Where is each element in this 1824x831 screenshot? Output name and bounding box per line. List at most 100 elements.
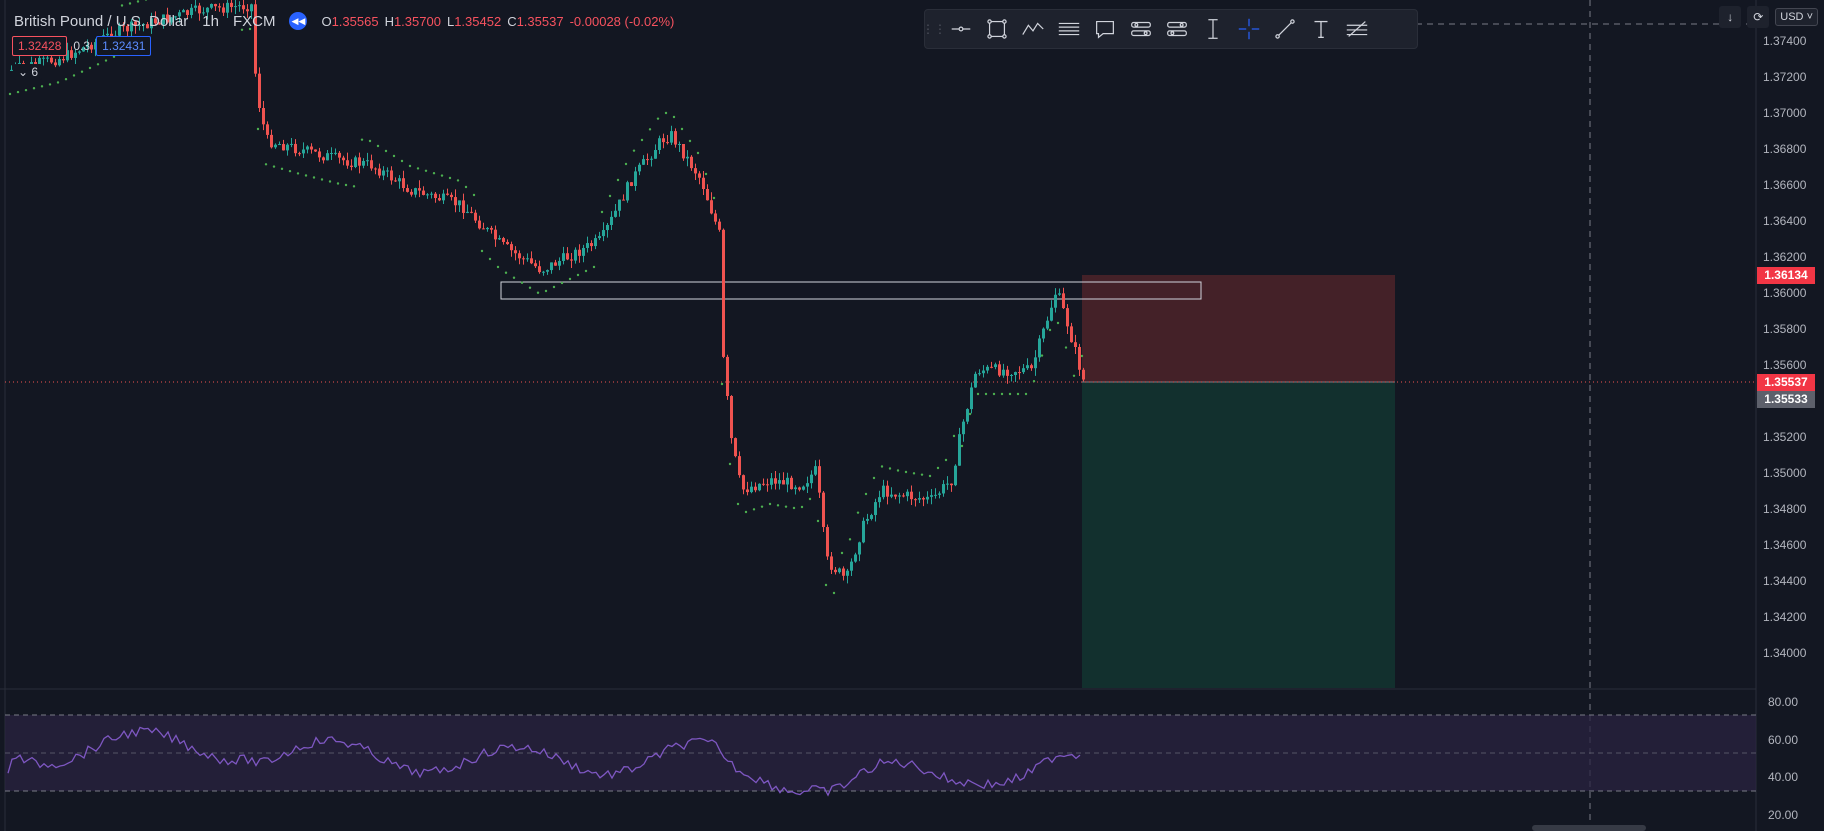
price-axis-label: 1.35200 — [1763, 430, 1807, 444]
text-button[interactable] — [1303, 12, 1339, 46]
candle-body — [374, 168, 377, 170]
candle-body — [290, 143, 293, 145]
replay-icon[interactable]: ◀◀ — [289, 12, 308, 30]
psar-dot — [704, 172, 708, 176]
parabolic-sar-series — [8, 0, 1084, 595]
candle-body — [818, 466, 821, 493]
time-scrollbar[interactable] — [1532, 825, 1646, 831]
quote-widget[interactable]: 1.32428 0.3 1.32431 — [12, 36, 152, 56]
candle-body — [134, 21, 137, 26]
psar-dot — [80, 70, 84, 73]
candle-body — [270, 134, 273, 148]
legend-collapse-button[interactable]: ⌄ 6 — [14, 64, 43, 80]
candle-body — [82, 47, 85, 52]
symbol-title[interactable]: British Pound / U.S. Dollar — [14, 12, 189, 30]
psar-dot — [128, 2, 132, 5]
currency-selector[interactable]: USD ˅ — [1775, 8, 1818, 26]
candle-body — [910, 491, 913, 500]
trend-line-button[interactable] — [1267, 12, 1303, 46]
candle-body — [330, 153, 333, 155]
psar-dot — [592, 265, 596, 269]
candle-body — [722, 229, 725, 357]
path-button[interactable] — [1015, 12, 1051, 46]
candle-body — [58, 59, 61, 66]
buy-button[interactable]: 1.32431 — [96, 36, 152, 56]
candle-body — [702, 177, 705, 190]
price-axis-label: 1.34000 — [1763, 646, 1807, 660]
candle-body — [42, 57, 45, 59]
top-right-controls[interactable]: ↓ ⟳ USD ˅ — [1719, 6, 1824, 28]
candle-body — [1046, 320, 1049, 329]
parallel-lines-button[interactable] — [1051, 12, 1087, 46]
price-pane[interactable] — [0, 0, 1756, 689]
crosshair-button[interactable] — [1231, 12, 1267, 46]
rsi-line[interactable] — [7, 726, 1081, 797]
psar-dot — [536, 291, 540, 294]
psar-dot — [104, 59, 108, 62]
drawing-toolbar[interactable]: ⋮⋮ — [922, 9, 1418, 49]
candle-body — [546, 270, 549, 272]
candle-body — [958, 434, 961, 466]
psar-dot — [320, 178, 324, 181]
candle-body — [1030, 365, 1033, 369]
candle-body — [234, 6, 237, 8]
rectangle-button[interactable] — [979, 12, 1015, 46]
psar-dot — [1048, 328, 1052, 332]
short-position-button[interactable] — [1159, 12, 1195, 46]
candle-body — [626, 182, 629, 201]
psar-dot — [1032, 380, 1036, 383]
psar-dot — [904, 470, 908, 474]
candle-body — [950, 483, 953, 486]
candle-body — [386, 170, 389, 172]
legend-header[interactable]: British Pound / U.S. Dollar 1h FXCM ◀◀ O… — [14, 10, 674, 32]
candle-body — [418, 188, 421, 191]
fib-retracement-button[interactable] — [1339, 12, 1375, 46]
psar-dot — [824, 583, 828, 587]
refresh-icon[interactable]: ⟳ — [1747, 6, 1770, 28]
price-axis-label: 1.34400 — [1763, 574, 1807, 588]
candle-body — [922, 498, 925, 500]
candle-body — [454, 197, 457, 206]
stop-price-tag: 1.36134 — [1757, 267, 1815, 284]
timeframe-label[interactable]: 1h — [202, 12, 219, 30]
candle-body — [646, 159, 649, 161]
psar-dot — [864, 492, 868, 496]
candle-body — [550, 262, 553, 271]
short-position-target-zone[interactable] — [1082, 382, 1395, 688]
short-position-stop-zone[interactable] — [1082, 275, 1395, 382]
candle-body — [1066, 308, 1069, 327]
candle-body — [1058, 293, 1061, 295]
candle-body — [346, 160, 349, 166]
candle-body — [482, 228, 485, 230]
psar-dot — [88, 66, 92, 70]
download-icon[interactable]: ↓ — [1719, 6, 1742, 28]
psar-dot — [1024, 392, 1028, 396]
spread-value: 0.3 — [73, 39, 91, 53]
psar-dot — [840, 551, 844, 555]
candle-body — [414, 188, 417, 195]
drag-handle-icon[interactable]: ⋮⋮ — [922, 22, 946, 36]
candle-body — [166, 14, 169, 23]
callout-button[interactable] — [1087, 12, 1123, 46]
candlestick-series[interactable] — [10, 0, 1085, 584]
psar-dot — [944, 458, 948, 462]
sell-button[interactable]: 1.32428 — [12, 36, 68, 56]
psar-dot — [16, 90, 20, 94]
candle-body — [810, 474, 813, 484]
support-rectangle[interactable] — [500, 281, 1202, 300]
psar-dot — [672, 115, 676, 119]
candle-body — [154, 18, 157, 24]
measure-button[interactable] — [1195, 12, 1231, 46]
price-axis-label: 1.35800 — [1763, 322, 1807, 336]
candle-body — [878, 497, 881, 503]
psar-dot — [968, 412, 972, 416]
candle-body — [262, 108, 265, 125]
candle-body — [266, 124, 269, 135]
psar-dot — [720, 382, 724, 386]
horizontal-ray-button[interactable] — [943, 12, 979, 46]
psar-dot — [768, 502, 772, 506]
candle-body — [1034, 357, 1037, 369]
long-position-button[interactable] — [1123, 12, 1159, 46]
candle-body — [562, 253, 565, 261]
